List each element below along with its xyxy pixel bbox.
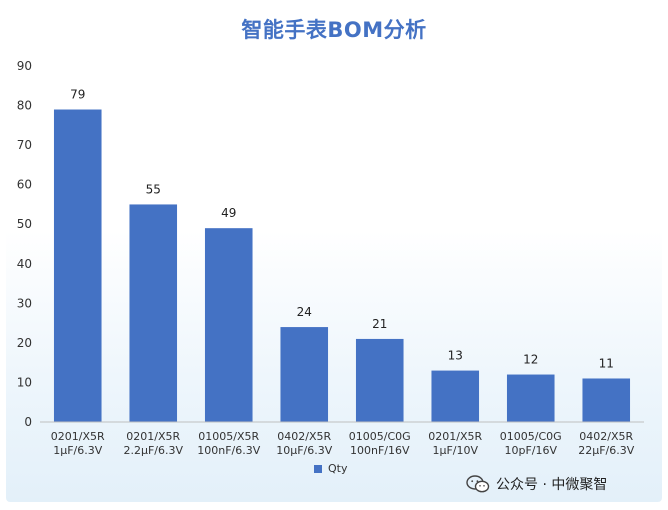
y-tick-label: 40: [17, 257, 32, 271]
x-tick-label: 0201/X5R: [428, 430, 482, 443]
bars: 79 55 49 24 21 13 12 11: [53, 88, 631, 422]
x-tick-label: 1µF/6.3V: [53, 444, 103, 457]
data-label: 13: [448, 349, 463, 363]
data-label: 21: [372, 317, 387, 331]
data-label: 55: [146, 182, 161, 196]
x-tick-label: 10pF/16V: [504, 444, 557, 457]
y-tick-label: 90: [17, 59, 32, 73]
y-tick-label: 0: [24, 415, 32, 429]
x-tick-label: 2.2µF/6.3V: [123, 444, 183, 457]
bar: [355, 338, 404, 422]
y-tick-label: 20: [17, 336, 32, 350]
legend: Qty: [314, 462, 347, 475]
y-tick-label: 80: [17, 99, 32, 113]
x-tick-label: 0201/X5R: [126, 430, 180, 443]
x-tick-label: 0402/X5R: [579, 430, 633, 443]
x-tick-label: 10µF/6.3V: [276, 444, 333, 457]
watermark-text: 公众号 · 中微聚智: [496, 477, 608, 493]
y-tick-label: 70: [17, 138, 32, 152]
legend-swatch: [314, 464, 322, 473]
data-label: 24: [297, 305, 312, 319]
y-tick-label: 60: [17, 178, 32, 192]
y-tick-label: 50: [17, 217, 32, 231]
bar: [280, 327, 329, 422]
chart-title: 智能手表BOM分析: [241, 18, 427, 42]
bar: [506, 374, 555, 422]
x-tick-label: 01005/C0G: [500, 430, 562, 443]
x-tick-label: 01005/X5R: [198, 430, 259, 443]
x-axis: 0201/X5R1µF/6.3V0201/X5R2.2µF/6.3V01005/…: [40, 421, 644, 457]
bar: [53, 109, 102, 422]
bar: [431, 370, 480, 422]
x-tick-label: 100nF/16V: [350, 444, 410, 457]
bar: [582, 378, 631, 422]
y-axis: 0 10 20 30 40 50 60 70 80 90: [17, 59, 32, 429]
x-tick-label: 0402/X5R: [277, 430, 331, 443]
x-tick-label: 22µF/6.3V: [578, 444, 635, 457]
data-label: 12: [523, 353, 538, 367]
x-tick-label: 100nF/6.3V: [197, 444, 260, 457]
data-label: 79: [70, 88, 85, 102]
bar: [204, 228, 253, 422]
x-tick-label: 0201/X5R: [51, 430, 105, 443]
legend-label: Qty: [328, 462, 348, 475]
watermark: 公众号 · 中微聚智: [466, 474, 607, 494]
x-tick-label: 01005/C0G: [349, 430, 411, 443]
x-tick-label: 1µF/10V: [432, 444, 478, 457]
data-label: 11: [599, 356, 614, 370]
data-label: 49: [221, 206, 236, 220]
y-tick-label: 30: [17, 296, 32, 310]
wechat-icon: [466, 475, 490, 493]
bar: [129, 204, 178, 422]
y-tick-label: 10: [17, 375, 32, 389]
